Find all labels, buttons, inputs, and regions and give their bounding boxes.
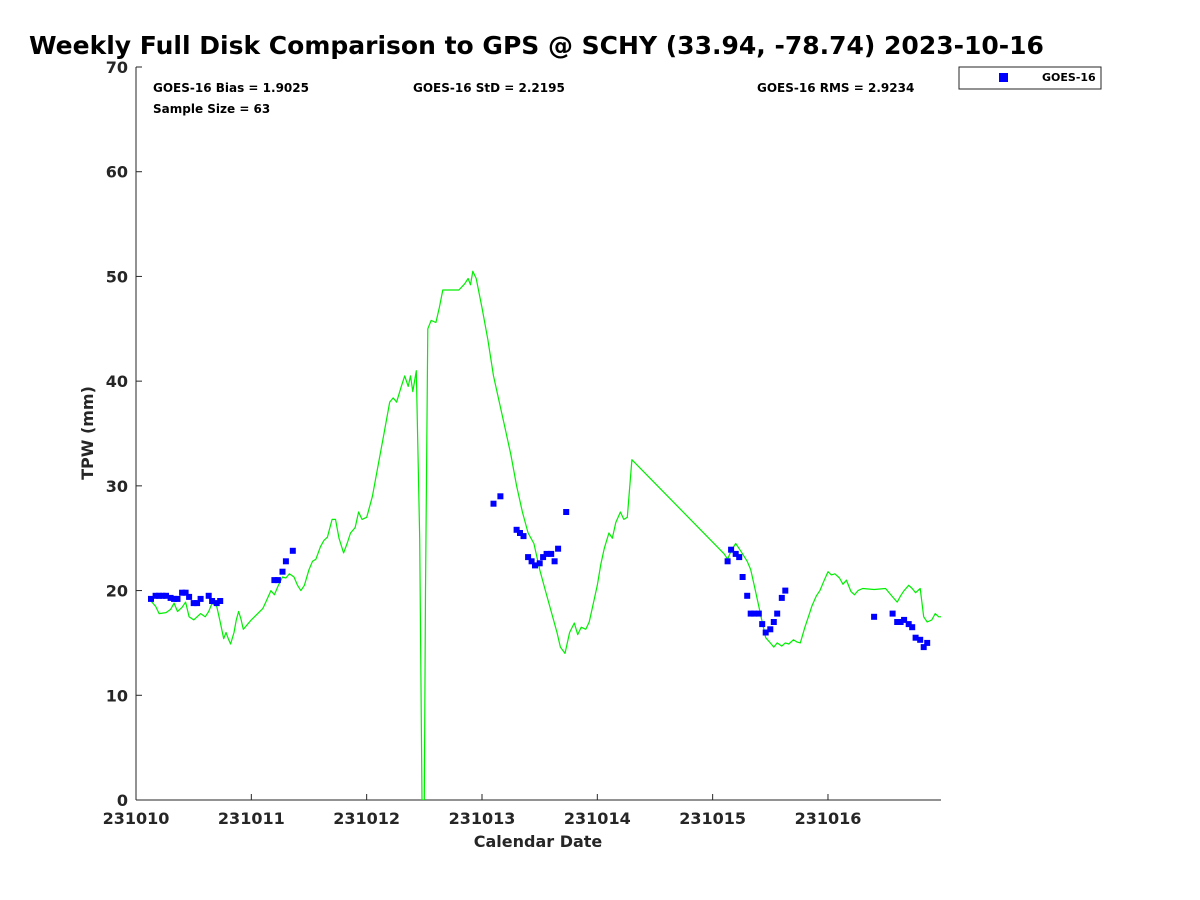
x-tick-label: 231014 [564, 809, 631, 828]
legend-marker-goes16 [999, 73, 1008, 82]
goes16-data-point [732, 550, 739, 557]
goes16-data-point [148, 595, 154, 602]
goes16-data-point [182, 589, 189, 596]
chart-title: Weekly Full Disk Comparison to GPS @ SCH… [29, 31, 1044, 60]
goes16-data-point [159, 592, 166, 599]
x-tick-label: 231011 [218, 809, 285, 828]
goes16-data-point [728, 546, 735, 553]
goes16-data-point [528, 558, 535, 565]
goes16-data-point [217, 598, 224, 604]
goes16-data-point [532, 562, 538, 569]
gps-series-line [150, 270, 941, 800]
goes16-data-point [279, 568, 286, 575]
x-tick-label: 231012 [333, 809, 400, 828]
goes16-data-point [905, 621, 912, 628]
goes16-data-point [909, 624, 916, 631]
goes16-data-point [739, 574, 746, 580]
goes16-data-point [517, 530, 523, 536]
goes16-data-point [889, 610, 896, 617]
goes16-data-point [540, 554, 547, 561]
goes16-data-point [894, 619, 901, 625]
goes16-data-point [782, 587, 789, 594]
goes16-data-point [520, 533, 527, 540]
y-tick-label: 20 [106, 582, 128, 601]
goes16-data-point [274, 577, 281, 584]
goes16-data-point [543, 550, 550, 557]
y-tick-label: 0 [117, 791, 128, 810]
goes16-data-point [747, 610, 754, 617]
goes16-data-point [163, 592, 169, 599]
goes16-data-point [774, 610, 781, 617]
goes16-data-point [271, 577, 278, 584]
legend-label-goes16: GOES-16 [1042, 71, 1096, 84]
goes16-data-point [920, 644, 927, 651]
x-tick-label: 231015 [679, 809, 746, 828]
goes16-data-point [555, 545, 562, 552]
goes16-data-point [205, 592, 212, 599]
goes16-data-point [525, 554, 532, 561]
goes16-data-point [778, 594, 785, 601]
y-ticks: 0 10 20 30 40 50 60 70 [106, 58, 142, 810]
goes16-data-point [197, 595, 204, 602]
goes16-data-point [152, 592, 159, 599]
goes16-data-point [497, 493, 504, 500]
legend: GOES-16 [958, 66, 1102, 90]
goes16-data-point [924, 639, 931, 646]
std-stat: GOES-16 StD = 2.2195 [413, 81, 565, 95]
goes16-data-point [736, 554, 743, 561]
goes16-data-point [724, 558, 731, 565]
x-tick-label: 231013 [449, 809, 516, 828]
goes16-data-point [289, 547, 296, 554]
x-tick-label: 231010 [103, 809, 170, 828]
goes16-data-point [759, 621, 766, 628]
goes16-data-point [762, 629, 769, 636]
goes16-data-point [901, 616, 908, 623]
goes16-data-point [548, 550, 555, 557]
y-tick-label: 50 [106, 267, 128, 286]
y-tick-label: 40 [106, 372, 128, 391]
goes16-data-point [174, 595, 181, 602]
x-axis-label: Calendar Date [474, 832, 603, 851]
y-tick-label: 30 [106, 477, 128, 496]
goes16-data-point [179, 589, 186, 596]
goes16-data-point [171, 595, 178, 602]
goes16-data-point [190, 600, 197, 607]
goes16-data-point [751, 610, 758, 617]
goes16-data-point [513, 526, 520, 533]
sample-size-stat: Sample Size = 63 [153, 102, 270, 116]
goes16-data-point [209, 598, 216, 604]
goes16-data-point [897, 619, 904, 625]
bias-stat: GOES-16 Bias = 1.9025 [153, 81, 309, 95]
goes16-data-point [282, 558, 289, 565]
series-layer [148, 270, 941, 800]
goes16-data-point [767, 626, 774, 633]
goes16-data-point [912, 634, 919, 641]
goes16-data-point [167, 594, 174, 601]
y-tick-label: 10 [106, 686, 128, 705]
legend-box [958, 66, 1102, 90]
goes16-data-point [536, 560, 543, 567]
goes16-data-point [213, 600, 220, 607]
x-tick-label: 231016 [795, 809, 862, 828]
goes16-data-point [490, 500, 497, 507]
goes16-data-point [744, 592, 751, 599]
goes16-data-point [186, 593, 193, 600]
goes16-data-point [871, 613, 878, 620]
goes16-data-point [194, 600, 201, 607]
y-axis-label: TPW (mm) [78, 386, 97, 480]
goes16-data-point [156, 592, 163, 599]
rms-stat: GOES-16 RMS = 2.9234 [757, 81, 914, 95]
goes16-data-point [563, 509, 570, 515]
goes16-data-point [755, 610, 762, 617]
plot-area [135, 67, 941, 801]
x-ticks: 231010 231011 231012 231013 231014 231015 2310… [103, 794, 862, 828]
y-tick-label: 60 [106, 163, 128, 182]
goes16-data-point [770, 619, 777, 625]
goes16-data-point [551, 558, 558, 565]
y-tick-label: 70 [106, 58, 128, 77]
goes16-data-point [917, 636, 924, 643]
